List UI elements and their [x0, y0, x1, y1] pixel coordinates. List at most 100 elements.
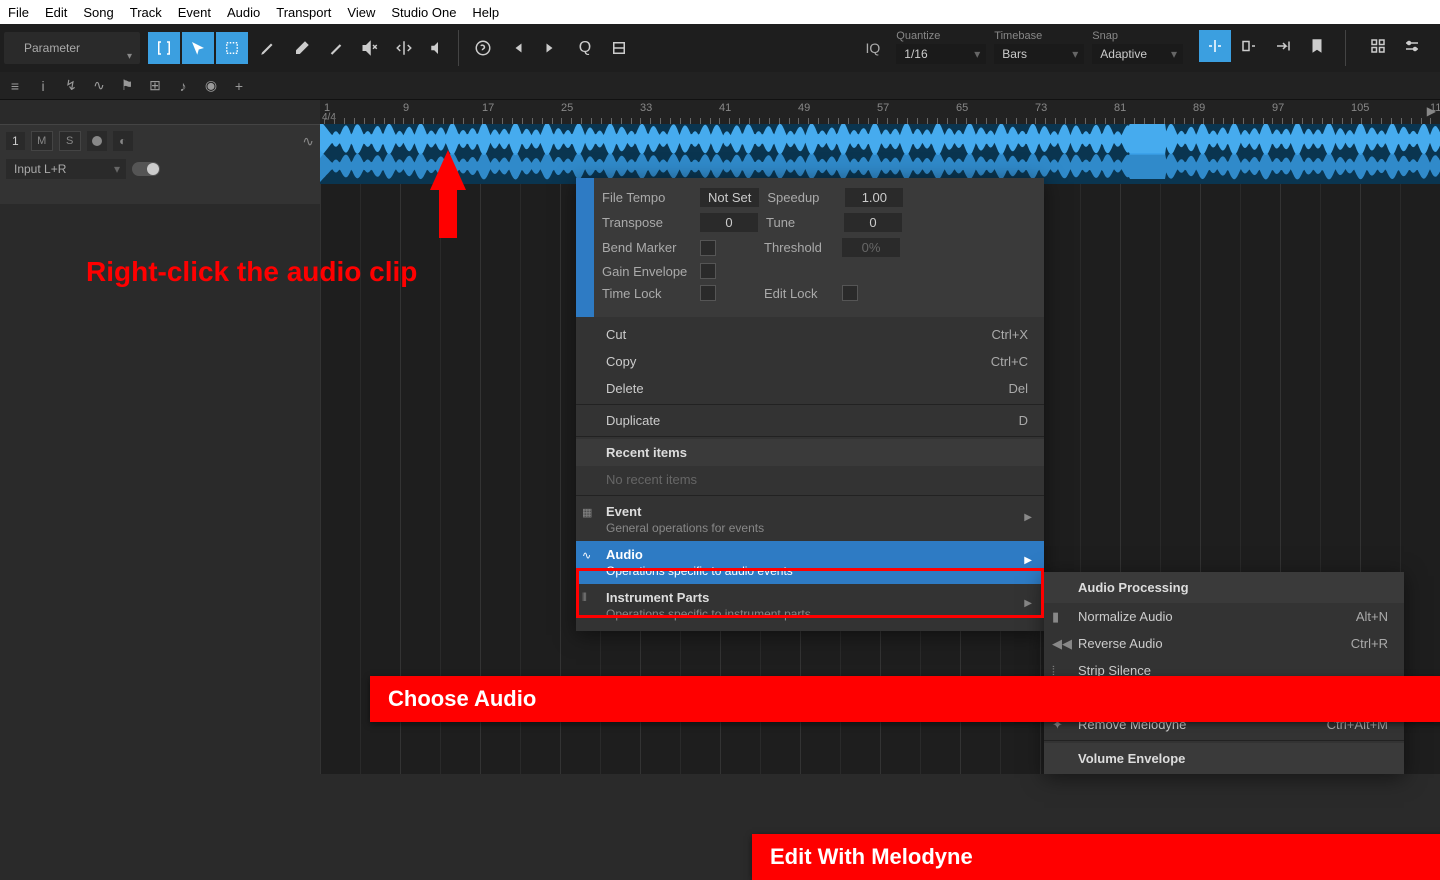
gain-envelope-checkbox[interactable] — [700, 263, 716, 279]
menu-audio-category[interactable]: ∿ Audio Operations specific to audio eve… — [576, 541, 1044, 584]
mute-tool-icon[interactable] — [354, 32, 386, 64]
bracket-tool-icon[interactable] — [148, 32, 180, 64]
edit-lock-checkbox[interactable] — [842, 285, 858, 301]
ruler-number: 89 — [1193, 102, 1205, 114]
snap-toggle-icon[interactable] — [1199, 30, 1231, 62]
transpose-label: Transpose — [602, 215, 692, 230]
split-tool-icon[interactable] — [388, 32, 420, 64]
audio-submenu: Audio Processing ▮Normalize AudioAlt+N ◀… — [1044, 572, 1404, 774]
ruler-number: 65 — [956, 102, 968, 114]
range-tool-icon[interactable] — [216, 32, 248, 64]
audio-clip[interactable] — [320, 124, 1440, 184]
monitor-button[interactable]: ◐ — [113, 131, 133, 151]
reverse-audio-item[interactable]: ◀◀Reverse AudioCtrl+R — [1044, 630, 1404, 657]
ruler-number: 97 — [1272, 102, 1284, 114]
menu-studio-one[interactable]: Studio One — [391, 5, 456, 20]
snap-select[interactable]: Adaptive — [1092, 44, 1183, 64]
track-header[interactable]: 1 M S ◐ ∿ Input L+R — [0, 124, 320, 204]
menu-instrument-category[interactable]: ⦀ Instrument Parts Operations specific t… — [576, 584, 1044, 627]
mute-button[interactable]: M — [31, 131, 53, 151]
ruler-number: 73 — [1035, 102, 1047, 114]
menu-edit[interactable]: Edit — [45, 5, 67, 20]
menu-help[interactable]: Help — [472, 5, 499, 20]
draw-tool-icon[interactable] — [252, 32, 284, 64]
timebase-label: Timebase — [994, 30, 1084, 42]
settings-icon[interactable] — [1396, 30, 1428, 62]
annotation-callout-3: Edit With Melodyne — [752, 834, 1440, 880]
automation-icon[interactable]: ↯ — [62, 77, 80, 94]
menu-audio[interactable]: Audio — [227, 5, 260, 20]
ruler-number: 17 — [482, 102, 494, 114]
ruler-number: 41 — [719, 102, 731, 114]
help-icon[interactable] — [467, 32, 499, 64]
autoscroll-icon[interactable] — [1233, 30, 1265, 62]
skip-end-icon[interactable] — [535, 32, 567, 64]
ruler-number: 113 — [1430, 102, 1440, 114]
return-icon[interactable] — [1267, 30, 1299, 62]
flag-icon[interactable]: ⚑ — [118, 77, 136, 94]
time-lock-label: Time Lock — [602, 286, 692, 301]
toolbar-divider — [458, 30, 459, 66]
group-icon[interactable]: ⊞ — [146, 77, 164, 94]
ruler-number: 33 — [640, 102, 652, 114]
eraser-tool-icon[interactable] — [286, 32, 318, 64]
timeline-ruler[interactable]: 4/4 ▶ 191725334149576573818997105113 — [320, 100, 1440, 124]
file-tempo-label: File Tempo — [602, 190, 692, 205]
menu-transport[interactable]: Transport — [276, 5, 331, 20]
menu-cut[interactable]: CutCtrl+X — [576, 321, 1044, 348]
ruler-number: 49 — [798, 102, 810, 114]
input-toggle[interactable] — [132, 162, 160, 176]
solo-button[interactable]: S — [59, 131, 81, 151]
normalize-audio-item[interactable]: ▮Normalize AudioAlt+N — [1044, 603, 1404, 630]
no-recent-items: No recent items — [576, 466, 1044, 493]
volume-envelope-header: Volume Envelope — [1044, 743, 1404, 774]
ruler-number: 81 — [1114, 102, 1126, 114]
tune-value[interactable]: 0 — [844, 213, 902, 232]
menu-file[interactable]: File — [8, 5, 29, 20]
cd-icon[interactable]: ◉ — [202, 77, 220, 94]
speedup-label: Speedup — [767, 190, 837, 205]
skip-start-icon[interactable] — [501, 32, 533, 64]
bend-marker-label: Bend Marker — [602, 240, 692, 255]
plus-icon[interactable]: + — [230, 78, 248, 94]
curve-icon[interactable]: ∿ — [90, 77, 108, 94]
speedup-value[interactable]: 1.00 — [845, 188, 903, 207]
menu-delete[interactable]: DeleteDel — [576, 375, 1044, 402]
velocity-icon[interactable] — [603, 32, 635, 64]
iq-label: IQ — [866, 40, 881, 56]
view-grid-icon[interactable] — [1362, 30, 1394, 62]
bend-marker-checkbox[interactable] — [700, 240, 716, 256]
annotation-arrow-1 — [430, 150, 466, 190]
listen-tool-icon[interactable] — [422, 32, 454, 64]
menu-view[interactable]: View — [347, 5, 375, 20]
hamburger-icon[interactable]: ≡ — [6, 78, 24, 94]
menu-song[interactable]: Song — [83, 5, 113, 20]
menu-copy[interactable]: CopyCtrl+C — [576, 348, 1044, 375]
context-menu: File Tempo Not Set Speedup 1.00 Transpos… — [576, 178, 1044, 631]
arrow-tool-icon[interactable] — [182, 32, 214, 64]
parameter-display[interactable]: Parameter — [4, 32, 140, 64]
ruler-number: 57 — [877, 102, 889, 114]
timebase-select[interactable]: Bars — [994, 44, 1084, 64]
transpose-value[interactable]: 0 — [700, 213, 758, 232]
grid-icon[interactable]: Q — [569, 32, 601, 64]
input-select[interactable]: Input L+R — [6, 159, 126, 179]
menu-event[interactable]: Event — [178, 5, 211, 20]
menu-duplicate[interactable]: DuplicateD — [576, 407, 1044, 434]
menu-event-category[interactable]: ▦ Event General operations for events ▶ — [576, 498, 1044, 541]
marker-icon[interactable] — [1301, 30, 1333, 62]
paint-tool-icon[interactable] — [320, 32, 352, 64]
file-tempo-value[interactable]: Not Set — [700, 188, 759, 207]
waveform-icon: ∿ — [302, 133, 314, 150]
record-arm-button[interactable] — [87, 131, 107, 151]
edit-toolbar: ≡ i ↯ ∿ ⚑ ⊞ ♪ ◉ + — [0, 72, 1440, 100]
time-lock-checkbox[interactable] — [700, 285, 716, 301]
threshold-label: Threshold — [764, 240, 834, 255]
threshold-value[interactable]: 0% — [842, 238, 900, 257]
ruler-number: 105 — [1351, 102, 1369, 114]
quantize-select[interactable]: 1/16 — [896, 44, 986, 64]
menu-track[interactable]: Track — [130, 5, 162, 20]
note-icon[interactable]: ♪ — [174, 78, 192, 94]
main-toolbar: Parameter Q IQ Quantize 1/16 Timebase Ba… — [0, 24, 1440, 72]
info-icon[interactable]: i — [34, 78, 52, 94]
